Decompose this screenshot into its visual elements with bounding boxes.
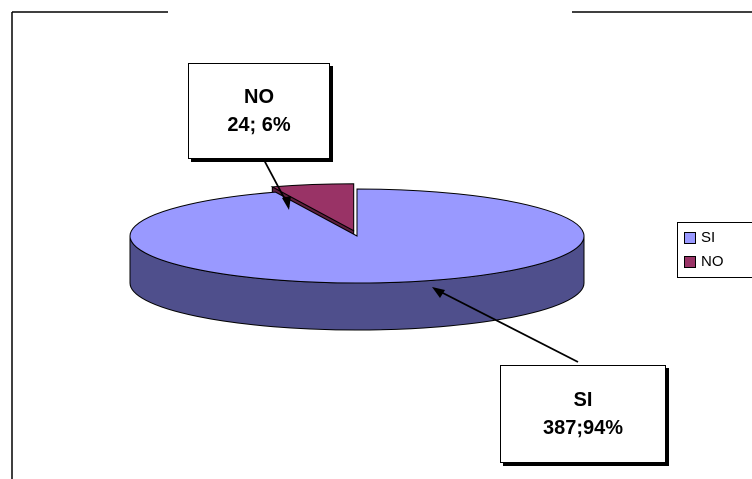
- chart-frame: [11, 11, 752, 479]
- legend-item-no: NO: [684, 253, 724, 270]
- callout-arrow-si: [436, 289, 579, 363]
- callout-arrowhead-no: [282, 196, 291, 210]
- legend-item-si: SI: [684, 229, 715, 246]
- legend-swatch-no: [684, 255, 696, 268]
- callout-label-si: SI 387;94%: [500, 365, 666, 463]
- callout-label-no: NO 24; 6%: [188, 63, 330, 159]
- legend-label-no: NO: [701, 253, 724, 270]
- callout-arrows: [263, 159, 579, 363]
- callout-si-value: 387;94%: [542, 417, 624, 439]
- pie-slice-top-si: [129, 188, 585, 284]
- pie-3d: [129, 183, 585, 331]
- chart-legend: SI NO: [677, 222, 752, 278]
- callout-si-title: SI: [573, 389, 593, 411]
- callout-arrowhead-si: [432, 287, 445, 298]
- legend-swatch-si: [684, 231, 696, 244]
- callout-no-value: 24; 6%: [227, 114, 291, 136]
- pie-slice-si: [129, 188, 585, 331]
- pie-slice-top-no: [270, 183, 355, 232]
- callout-no-title: NO: [244, 86, 274, 108]
- legend-label-si: SI: [701, 229, 716, 246]
